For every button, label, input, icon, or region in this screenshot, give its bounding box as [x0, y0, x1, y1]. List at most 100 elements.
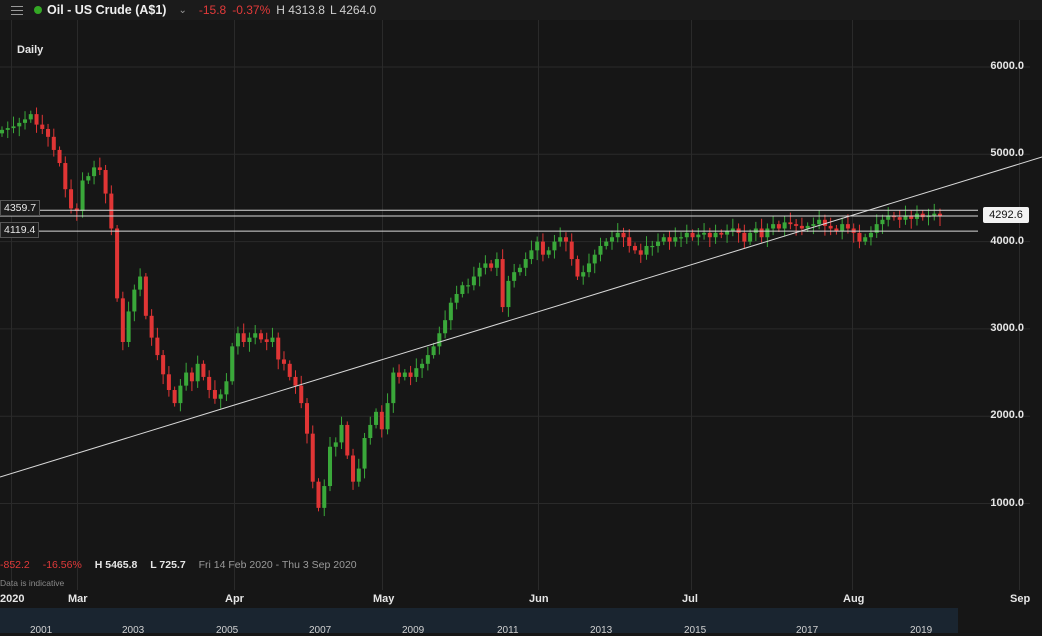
candle-body [281, 359, 286, 364]
session-high: H 4313.8 [276, 3, 325, 17]
candle-body [920, 213, 925, 218]
candle-body [483, 263, 488, 268]
navigator-year-label: 2011 [497, 625, 519, 636]
y-tick-label: 2000.0 [990, 409, 1024, 422]
x-tick-label: Jul [682, 593, 698, 605]
navigator-year-label: 2005 [216, 625, 239, 636]
trend-lines[interactable] [0, 156, 1042, 478]
candle-body [489, 263, 494, 268]
session-low: L 4264.0 [329, 3, 377, 17]
candle-body [138, 276, 143, 290]
candle-body [178, 385, 183, 404]
candle-body [224, 381, 229, 395]
candle-body [69, 189, 74, 209]
candle-body [431, 346, 436, 356]
period-change: -852.2 [0, 559, 30, 571]
candle-body [529, 250, 534, 260]
candle-body [621, 232, 626, 238]
candle-body [402, 372, 407, 377]
candle-body [270, 337, 275, 342]
candle-body [103, 170, 108, 194]
candle-body [840, 224, 845, 232]
candle-body [345, 424, 350, 456]
candle-body [707, 232, 712, 238]
price-change: -15.8 [198, 3, 227, 17]
candle-body [327, 446, 333, 487]
candle-body [420, 363, 425, 369]
navigator-year-label: 2001 [30, 625, 53, 636]
y-tick-label: 1000.0 [990, 496, 1024, 509]
navigator-year-label: 2015 [684, 625, 707, 636]
candle-body [397, 372, 402, 377]
price-change-percent: -0.37% [232, 3, 271, 17]
x-tick-label: Mar [68, 593, 88, 605]
y-tick-label: 5000.0 [990, 147, 1024, 160]
candle-body [466, 285, 471, 287]
price-chart[interactable] [0, 20, 1042, 608]
candle-body [63, 163, 68, 190]
candle-body [794, 224, 799, 226]
x-tick-label: Apr [225, 593, 244, 605]
candle-body [679, 237, 684, 239]
candle-body [34, 114, 39, 125]
history-navigator[interactable] [0, 608, 958, 633]
candle-body [287, 363, 292, 377]
candle-body [546, 250, 551, 255]
interval-label[interactable]: Daily [17, 44, 44, 56]
candle-body [563, 237, 568, 242]
candle-body [609, 237, 615, 242]
candle-body [235, 333, 240, 347]
candle-body [627, 237, 632, 246]
candle-body [115, 228, 120, 299]
date-range: Fri 14 Feb 2020 - Thu 3 Sep 2020 [198, 559, 357, 571]
candle-body [667, 237, 672, 242]
candle-body [368, 424, 373, 439]
candle-body [57, 149, 62, 164]
lower-level-label: 4119.4 [0, 222, 40, 238]
candle-body [817, 219, 822, 225]
navigator-year-label: 2019 [910, 625, 933, 636]
navigator-handle[interactable] [958, 608, 1042, 633]
candle-body [109, 193, 114, 229]
candle-body [776, 224, 781, 229]
candle-body [586, 263, 591, 273]
candle-body [92, 167, 97, 177]
candle-body [454, 293, 459, 303]
candle-body [189, 372, 194, 382]
candle-body [17, 122, 22, 127]
candle-body [230, 346, 235, 382]
candle-body [638, 250, 643, 255]
candle-body [166, 374, 171, 391]
candle-body [500, 259, 505, 308]
hamburger-menu-icon[interactable] [11, 5, 23, 15]
candle-body [437, 333, 442, 347]
candle-body [253, 333, 258, 338]
candle-body [51, 136, 56, 150]
candle-body [661, 237, 666, 242]
candle-body [788, 222, 793, 225]
candle-body [759, 228, 764, 238]
candle-body [874, 224, 879, 233]
candle-body [443, 320, 448, 334]
candle-body [581, 272, 586, 277]
candle-body [339, 424, 344, 443]
disclaimer: Data is indicative [0, 578, 65, 588]
candle-body [276, 337, 281, 360]
x-tick-label: May [373, 593, 395, 605]
y-tick-label: 4000.0 [990, 234, 1024, 247]
candle-body [172, 390, 177, 404]
candle-body [811, 224, 816, 226]
candle-body [604, 241, 609, 246]
x-tick-label: Jun [529, 593, 549, 605]
candle-body [120, 298, 125, 342]
current-price-label: 4292.6 [983, 207, 1029, 223]
candle-body [868, 232, 873, 238]
candle-body [212, 390, 217, 399]
instrument-title[interactable]: Oil - US Crude (A$1) [47, 3, 167, 17]
chevron-down-icon[interactable]: ⌄ [178, 4, 187, 16]
candle-body [379, 411, 384, 430]
candle-body [644, 245, 649, 255]
top-bar: Oil - US Crude (A$1) ⌄ -15.8 -0.37% H 43… [0, 0, 1042, 20]
candle-body [845, 224, 850, 229]
candle-body [834, 228, 839, 232]
